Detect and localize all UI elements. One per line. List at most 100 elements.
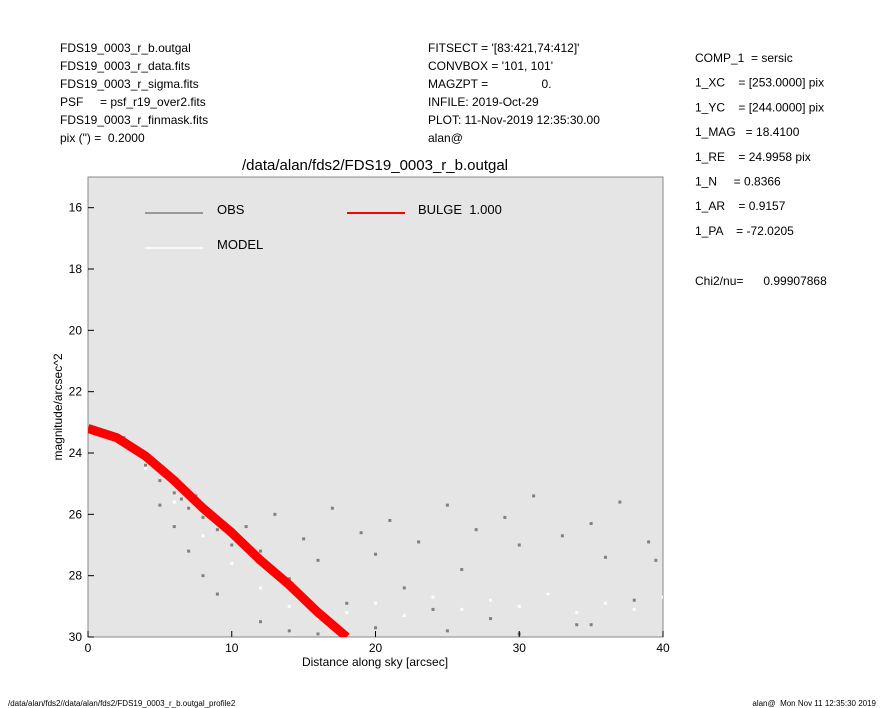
y-tick-label: 18 (69, 262, 83, 276)
point (445, 629, 449, 633)
header-right: 1_XC = [253.0000] pix (695, 76, 824, 90)
footer-left: /data/alan/fds2//data/alan/fds2/FDS19_00… (8, 699, 236, 708)
point (374, 601, 377, 605)
point (179, 497, 183, 501)
header-middle: CONVBOX = '101, 101' (428, 59, 553, 73)
footer-right: alan@ Mon Nov 11 12:35:30 2019 (752, 699, 876, 708)
point (402, 586, 406, 590)
plot (88, 424, 663, 637)
point (517, 604, 521, 608)
plot-area (87, 176, 664, 638)
point (489, 617, 492, 621)
point (316, 617, 320, 621)
point (654, 558, 658, 562)
point (431, 607, 435, 611)
point (330, 506, 334, 510)
point (661, 595, 663, 599)
point (316, 558, 320, 562)
header-right: COMP_1 = sersic (695, 51, 793, 65)
legend-label: MODEL (217, 237, 263, 252)
point (172, 500, 176, 504)
header-left: FDS19_0003_r_sigma.fits (60, 77, 199, 91)
point (589, 522, 593, 526)
point (302, 537, 306, 541)
point (632, 598, 636, 602)
point (388, 518, 392, 522)
header-middle: INFILE: 2019-Oct-29 (428, 95, 539, 109)
point (158, 503, 162, 507)
point (546, 592, 550, 596)
point (287, 604, 291, 608)
point (273, 512, 277, 516)
point (259, 586, 262, 590)
header-left: PSF = psf_r19_over2.fits (60, 95, 206, 109)
y-tick-label: 28 (69, 569, 83, 583)
header-middle: FITSECT = '[83:421,74:412]' (428, 41, 579, 55)
point (417, 540, 421, 544)
point (618, 500, 622, 504)
point (201, 534, 205, 538)
point (201, 515, 205, 519)
point (287, 577, 291, 581)
y-tick-label: 16 (69, 201, 83, 215)
point (201, 574, 205, 578)
point (489, 598, 492, 602)
point (560, 534, 564, 538)
point (244, 525, 248, 529)
x-tick-label: 10 (225, 641, 239, 655)
header-right: 1_YC = [244.0000] pix (695, 100, 824, 114)
y-axis-label: magnitude/arcsec^2 (51, 353, 65, 460)
point (374, 552, 377, 556)
header-left: pix (") = 0.2000 (60, 131, 145, 145)
point (589, 623, 593, 627)
point (359, 531, 363, 535)
y-tick-label: 24 (69, 446, 83, 460)
header-left: FDS19_0003_r_finmask.fits (60, 113, 208, 127)
point (575, 610, 579, 614)
point (575, 623, 579, 627)
header-left: FDS19_0003_r_data.fits (60, 59, 190, 73)
y-tick-label: 20 (69, 323, 83, 337)
header-left: FDS19_0003_r_b.outgal (60, 41, 191, 55)
point (172, 525, 176, 529)
header-middle: alan@ (428, 131, 463, 145)
x-tick-label: 0 (85, 641, 92, 655)
legend-label: OBS (217, 202, 245, 217)
point (503, 515, 507, 519)
point (172, 491, 176, 495)
point (632, 607, 636, 611)
header-right: 1_AR = 0.9157 (695, 199, 786, 213)
point (431, 595, 435, 599)
point (402, 614, 406, 618)
point (230, 561, 234, 565)
point (517, 543, 521, 547)
point (532, 494, 536, 498)
point (345, 610, 349, 614)
legend-label: BULGE 1.000 (418, 202, 502, 217)
point (230, 543, 234, 547)
y-tick-label: 26 (69, 507, 83, 521)
point (259, 549, 262, 553)
header-right: 1_MAG = 18.4100 (695, 125, 800, 139)
header-right: 1_RE = 24.9958 pix (695, 150, 811, 164)
header-middle: MAGZPT = 0. (428, 77, 551, 91)
chart-title: /data/alan/fds2/FDS19_0003_r_b.outgal (242, 157, 508, 174)
point (604, 601, 607, 605)
point (460, 607, 464, 611)
y-tick-label: 30 (69, 630, 83, 644)
point (460, 568, 464, 572)
point (144, 466, 147, 470)
point (187, 549, 191, 553)
header-right: 1_PA = -72.0205 (695, 224, 794, 238)
point (316, 632, 320, 636)
y-tick-label: 22 (69, 385, 83, 399)
x-tick-label: 40 (656, 641, 670, 655)
x-axis-label: Distance along sky [arcsec] (302, 655, 448, 669)
model-line (88, 424, 350, 637)
x-tick-label: 30 (513, 641, 527, 655)
point (647, 540, 651, 544)
point (445, 503, 449, 507)
x-tick-label: 20 (369, 641, 383, 655)
